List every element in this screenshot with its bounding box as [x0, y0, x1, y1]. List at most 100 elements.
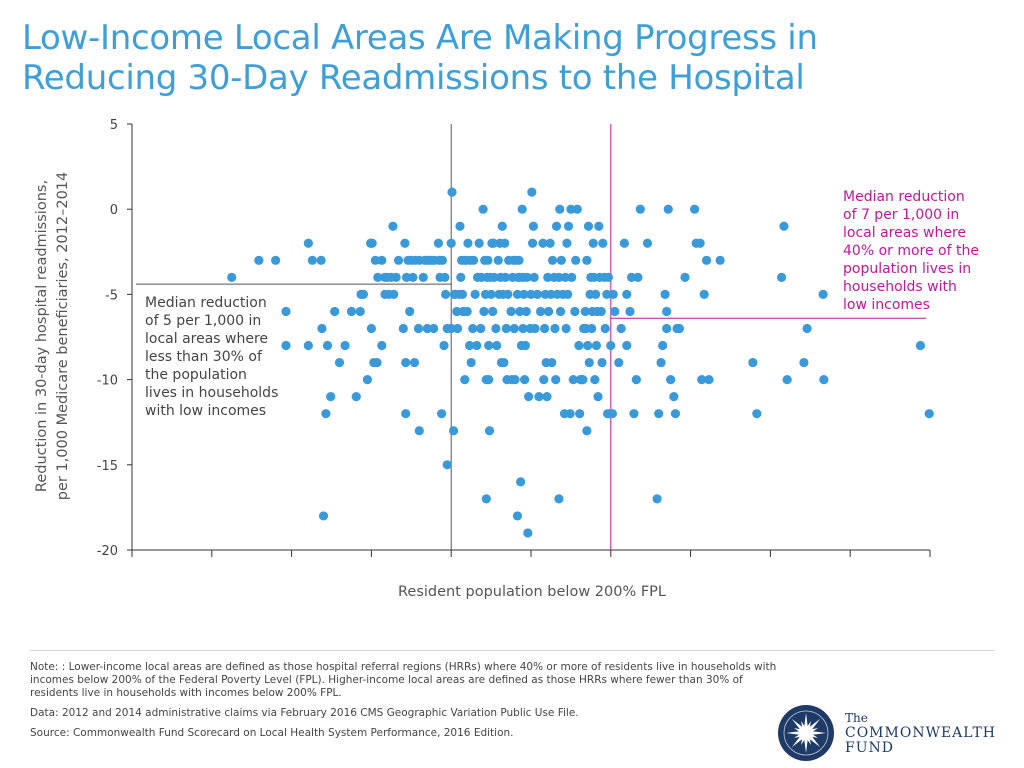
- data-point: [429, 323, 439, 334]
- data-point: [591, 340, 602, 351]
- data-point: [602, 289, 612, 299]
- data-point: [799, 357, 809, 368]
- data-point: [635, 204, 645, 214]
- data-point: [484, 340, 494, 351]
- data-point: [463, 238, 473, 248]
- data-point: [393, 255, 404, 265]
- data-point: [776, 272, 787, 282]
- y-axis: 5 0 -5 -10 -15 -20: [97, 118, 133, 559]
- data-point: [583, 221, 594, 231]
- annotation-line: 40% or more of the: [843, 243, 979, 259]
- data-point: [466, 357, 476, 368]
- data-point: [527, 187, 537, 197]
- annotation-line: local areas where: [145, 331, 268, 347]
- data-point: [546, 289, 556, 299]
- data-point: [539, 375, 549, 385]
- data-point: [582, 426, 592, 436]
- data-points: [227, 187, 934, 538]
- data-point: [520, 340, 531, 351]
- annotation-line: Median reduction: [843, 189, 965, 205]
- data-point: [656, 357, 666, 368]
- data-point: [669, 392, 679, 402]
- data-point: [529, 272, 539, 282]
- data-point: [526, 289, 536, 299]
- high-income-annotation: Median reduction of 5 per 1,000 in local a…: [145, 295, 278, 419]
- data-point: [662, 306, 672, 317]
- data-point: [281, 340, 291, 351]
- data-point: [642, 238, 653, 248]
- scatter-chart: 5 0 -5 -10 -15 -20 Resident population below …: [34, 118, 979, 600]
- data-point: [715, 255, 725, 265]
- data-point: [472, 340, 482, 351]
- data-point: [704, 375, 714, 385]
- data-point: [440, 272, 450, 282]
- data-point: [562, 238, 572, 248]
- data-point: [346, 306, 357, 317]
- data-point: [699, 289, 709, 299]
- note-text: Note: : Lower-income local areas are def…: [30, 661, 777, 699]
- data-point: [370, 255, 380, 265]
- data-point: [509, 323, 519, 334]
- data-point: [512, 289, 523, 299]
- data-point: [571, 255, 581, 265]
- data-source-text: Data: 2012 and 2014 administrative claim…: [30, 707, 579, 719]
- data-point: [512, 511, 523, 521]
- title-line-2: Reducing 30-Day Readmissions to the Hosp…: [22, 58, 805, 98]
- data-point: [401, 409, 411, 419]
- logo-commonwealth: COMMONWEALTH: [844, 724, 996, 741]
- y-tick-label: -5: [105, 288, 118, 303]
- data-point: [543, 306, 554, 317]
- data-point: [442, 460, 452, 470]
- y-tick-label: 0: [110, 203, 118, 218]
- data-point: [484, 426, 495, 436]
- data-point: [748, 357, 758, 368]
- data-point: [818, 289, 828, 299]
- data-point: [439, 340, 449, 351]
- logo-fund: FUND: [844, 739, 894, 756]
- data-point: [547, 255, 558, 265]
- data-point: [484, 375, 494, 385]
- data-point: [532, 289, 542, 299]
- data-point: [497, 221, 507, 231]
- data-point: [596, 306, 606, 317]
- data-point: [658, 340, 668, 351]
- data-point: [568, 375, 578, 385]
- data-point: [377, 255, 387, 265]
- data-point: [603, 272, 614, 282]
- data-point: [527, 238, 538, 248]
- data-point: [408, 272, 418, 282]
- y-axis-label-line-1: Reduction in 30-day hospital readmission…: [34, 180, 50, 492]
- data-point: [752, 409, 762, 419]
- compass-star-icon: [777, 705, 834, 761]
- data-point: [554, 494, 564, 504]
- data-point: [598, 238, 608, 248]
- data-point: [524, 392, 534, 402]
- y-axis-label-line-2: per 1,000 Medicare beneficiaries, 2012–2…: [55, 172, 71, 501]
- low-income-annotation: Median reduction of 7 per 1,000 in local a…: [843, 189, 979, 313]
- annotation-line: of 7 per 1,000 in: [843, 207, 959, 223]
- data-point: [674, 323, 685, 334]
- data-point: [663, 204, 673, 214]
- annotation-line: the population: [145, 367, 247, 383]
- data-point: [619, 238, 629, 248]
- data-point: [493, 255, 503, 265]
- data-point: [689, 204, 700, 214]
- data-point: [510, 375, 520, 385]
- data-point: [626, 272, 637, 282]
- data-point: [366, 323, 376, 334]
- data-point: [398, 323, 408, 334]
- data-point: [281, 306, 291, 317]
- data-point: [486, 289, 496, 299]
- data-point: [418, 272, 428, 282]
- data-point: [519, 289, 529, 299]
- data-point: [389, 289, 399, 299]
- data-point: [530, 323, 540, 334]
- data-point: [535, 306, 546, 317]
- data-point: [584, 357, 594, 368]
- data-point: [534, 392, 544, 402]
- data-point: [464, 340, 475, 351]
- data-point: [660, 289, 670, 299]
- data-point: [819, 375, 829, 385]
- data-point: [633, 272, 643, 282]
- data-point: [492, 340, 502, 351]
